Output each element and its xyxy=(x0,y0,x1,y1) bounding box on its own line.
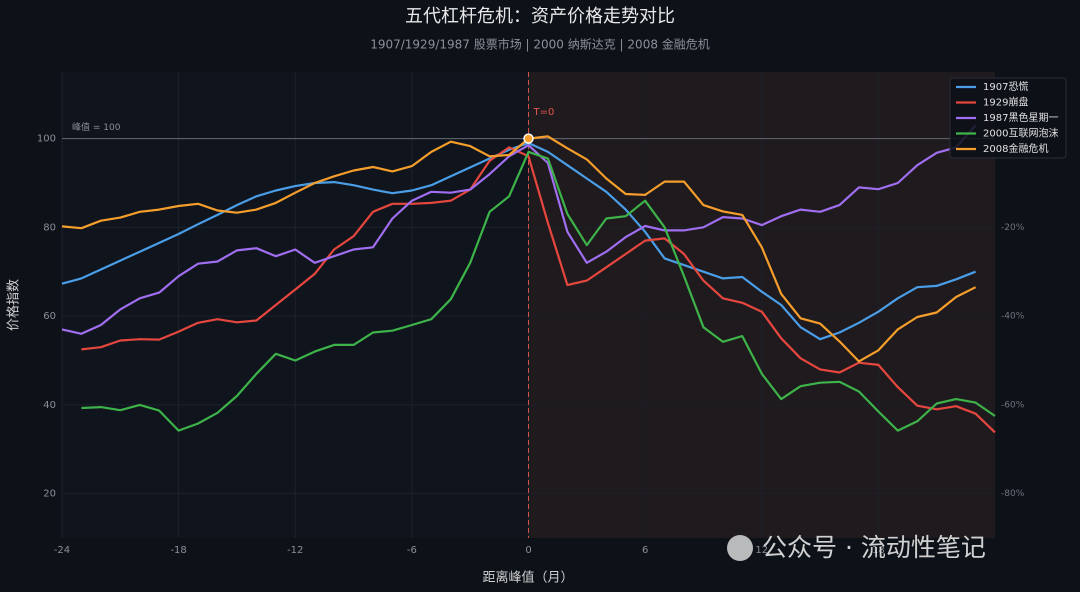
x-tick-label: -24 xyxy=(54,545,70,556)
legend-label: 1907恐慌 xyxy=(983,81,1028,93)
x-tick-label: 6 xyxy=(642,545,648,556)
peak-marker xyxy=(523,133,534,144)
legend-label: 2000互联网泡沫 xyxy=(983,127,1058,140)
legend-label: 1987黑色星期一 xyxy=(983,111,1058,124)
x-tick-label: -18 xyxy=(170,545,186,556)
chart-title: 五代杠杆危机：资产价格走势对比 xyxy=(405,6,675,27)
t0-label: T=0 xyxy=(533,107,555,118)
watermark: 公众号 · 流动性笔记 xyxy=(762,533,986,562)
x-tick-label: -12 xyxy=(287,545,303,556)
y-axis-label: 价格指数 xyxy=(6,279,22,331)
x-tick-label: 0 xyxy=(525,545,531,556)
y-tick-label: 80 xyxy=(43,222,56,233)
x-axis-label: 距离峰值（月） xyxy=(482,570,573,586)
y-tick-label: 40 xyxy=(43,400,56,411)
watermark-icon xyxy=(727,535,753,561)
x-tick-label: 18 xyxy=(872,545,885,556)
legend-box xyxy=(949,77,1067,159)
series-line xyxy=(61,124,977,335)
y2-tick-label: -80% xyxy=(1001,489,1025,499)
legend-label: 1929崩盘 xyxy=(983,96,1028,109)
y2-tick-label: -60% xyxy=(1001,400,1025,410)
y-tick-label: 20 xyxy=(43,489,56,500)
x-tick-label: -6 xyxy=(407,545,417,556)
y-tick-label: 60 xyxy=(43,311,56,322)
y-tick-label: 100 xyxy=(37,134,56,145)
x-tick-label: 12 xyxy=(755,545,768,556)
series-line xyxy=(81,146,996,434)
peak-label: 峰值 = 100 xyxy=(72,121,121,133)
chart-subtitle: 1907/1929/1987 股票市场 | 2000 纳斯达克 | 2008 金… xyxy=(370,37,710,52)
y2-tick-label: -20% xyxy=(1001,223,1025,233)
series-line xyxy=(61,135,977,363)
series-line xyxy=(81,150,996,432)
y2-tick-label: -40% xyxy=(1001,312,1025,322)
legend-label: 2008金融危机 xyxy=(983,142,1048,155)
